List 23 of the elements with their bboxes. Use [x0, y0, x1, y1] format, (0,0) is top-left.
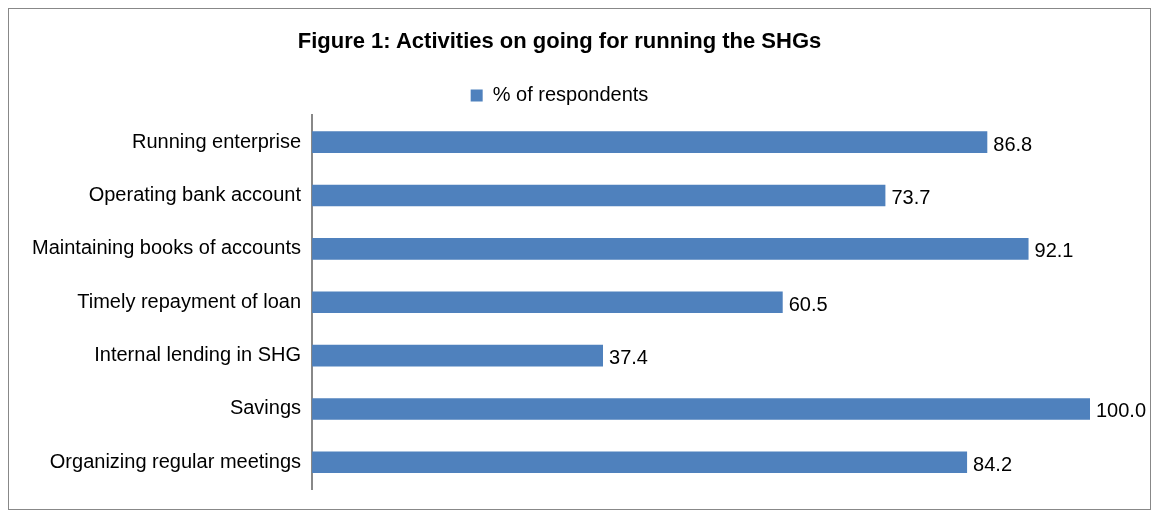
data-label: 100.0 — [1096, 399, 1147, 422]
bar — [312, 398, 1090, 420]
legend-label: % of respondents — [492, 82, 649, 105]
data-label: 37.4 — [609, 346, 648, 369]
data-label: 73.7 — [891, 185, 931, 208]
y-tick-label: Operating bank account — [88, 182, 302, 205]
data-label: 60.5 — [788, 292, 828, 315]
data-label: 86.8 — [993, 132, 1033, 155]
y-tick-label: Savings — [229, 396, 302, 419]
data-label: 84.2 — [973, 452, 1013, 475]
bar — [312, 451, 968, 474]
y-tick-label: Internal lending in SHG — [94, 343, 302, 366]
y-tick-label: Organizing regular meetings — [49, 449, 302, 472]
bar — [312, 131, 988, 153]
y-tick-label: Timely repayment of loan — [77, 289, 302, 312]
chart-title: Figure 1: Activities on going for running the SHGs — [297, 28, 822, 54]
y-tick-label: Running enterprise — [132, 129, 302, 152]
bar — [312, 291, 783, 314]
data-label: 92.1 — [1034, 239, 1074, 262]
bar — [312, 344, 604, 367]
bar — [312, 184, 886, 207]
bar — [312, 238, 1029, 260]
y-tick-label: Maintaining books of accounts — [31, 236, 302, 259]
